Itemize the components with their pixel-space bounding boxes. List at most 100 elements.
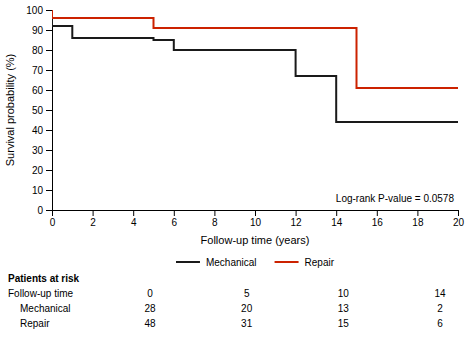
- survival-line: [52, 10, 458, 88]
- y-tick-label: 50: [32, 105, 44, 116]
- x-tick-label: 2: [90, 217, 96, 228]
- table-cell: 14: [434, 288, 446, 299]
- table-cell: 10: [338, 288, 350, 299]
- plot: 0 2 4 6 8 10 12 14 16 18 20 0 10 20 30 40 50 60 70 80 90 100 L…: [26, 5, 464, 228]
- chart: 024681012141618200102030405060708090100L…: [0, 0, 474, 352]
- x-tick: 6: [172, 210, 178, 228]
- survival-line: [52, 10, 458, 122]
- y-tick-mark: [46, 30, 52, 31]
- table-cell: 6: [437, 318, 443, 329]
- x-tick-mark: [174, 210, 175, 216]
- table-cell: 15: [338, 318, 350, 329]
- y-tick: 10: [32, 185, 52, 196]
- y-tick-label: 20: [32, 165, 44, 176]
- x-tick-mark: [133, 210, 134, 216]
- legend-swatch: [275, 261, 299, 263]
- x-tick-label: 12: [291, 217, 303, 228]
- table-cell: 31: [241, 318, 253, 329]
- x-axis-title: Follow-up time (years): [201, 234, 310, 246]
- legend: Mechanical Repair: [176, 257, 335, 268]
- x-tick-mark: [93, 210, 94, 216]
- table-cell: 13: [338, 303, 350, 314]
- table-row-label: Repair: [20, 318, 50, 329]
- y-tick: 0: [37, 205, 52, 216]
- y-tick: 100: [26, 5, 52, 16]
- y-tick-mark: [46, 210, 52, 211]
- y-tick-mark: [46, 90, 52, 91]
- x-tick-label: 6: [172, 217, 178, 228]
- x-tick: 18: [412, 210, 424, 228]
- x-tick-label: 8: [212, 217, 218, 228]
- series-group: [52, 10, 458, 122]
- x-tick-mark: [377, 210, 378, 216]
- x-tick-label: 18: [412, 217, 424, 228]
- y-tick-mark: [46, 170, 52, 171]
- x-axis: 0 2 4 6 8 10 12 14 16 18 20: [50, 210, 465, 228]
- x-tick: 8: [212, 210, 218, 228]
- x-tick-mark: [336, 210, 337, 216]
- table-cell: 20: [241, 303, 253, 314]
- y-tick-mark: [46, 110, 52, 111]
- table-title: Patients at risk: [8, 273, 80, 284]
- x-axis-line: [53, 211, 459, 217]
- legend-label: Mechanical: [206, 257, 257, 268]
- y-axis-line: [46, 11, 53, 211]
- x-tick-label: 14: [331, 217, 343, 228]
- table-cell: 2: [437, 303, 443, 314]
- x-tick-mark: [458, 210, 459, 216]
- y-tick-mark: [46, 70, 52, 71]
- legend-item: Mechanical: [176, 257, 257, 268]
- x-tick: 4: [131, 210, 137, 228]
- y-tick-mark: [46, 50, 52, 51]
- x-tick-mark: [255, 210, 256, 216]
- y-tick-label: 70: [32, 65, 44, 76]
- y-tick-label: 40: [32, 125, 44, 136]
- x-tick-label: 10: [250, 217, 262, 228]
- y-tick: 30: [32, 145, 52, 156]
- x-tick: 0: [50, 210, 56, 228]
- x-tick: 14: [331, 210, 343, 228]
- y-tick: 20: [32, 165, 52, 176]
- y-tick-label: 10: [32, 185, 44, 196]
- y-axis: 0 10 20 30 40 50 60 70 80 90 100: [26, 5, 52, 216]
- y-tick: 90: [32, 25, 52, 36]
- table-cell: 5: [244, 288, 250, 299]
- y-tick: 60: [32, 85, 52, 96]
- risk-table: Patients at risk Follow-up time 0 5 10 14 Mech…: [8, 273, 446, 329]
- x-tick: 12: [291, 210, 303, 228]
- x-tick: 20: [453, 210, 465, 228]
- legend-item: Repair: [275, 257, 335, 268]
- y-tick-label: 30: [32, 145, 44, 156]
- x-tick-mark: [296, 210, 297, 216]
- y-tick-label: 0: [37, 205, 43, 216]
- table-cell: 0: [147, 288, 153, 299]
- x-tick: 16: [372, 210, 384, 228]
- y-tick-mark: [46, 150, 52, 151]
- x-tick-mark: [417, 210, 418, 216]
- y-tick: 70: [32, 65, 52, 76]
- x-tick: 2: [90, 210, 96, 228]
- y-tick: 80: [32, 45, 52, 56]
- x-tick-label: 16: [372, 217, 384, 228]
- annotation: Log-rank P-value = 0.0578: [336, 193, 455, 204]
- y-tick-label: 80: [32, 45, 44, 56]
- y-tick-label: 100: [26, 5, 43, 16]
- table-row-label: Mechanical: [20, 303, 71, 314]
- x-tick-label: 4: [131, 217, 137, 228]
- y-tick-mark: [46, 130, 52, 131]
- y-tick-mark: [46, 10, 52, 11]
- y-tick-label: 90: [32, 25, 44, 36]
- x-tick: 10: [250, 210, 262, 228]
- legend-swatch: [176, 261, 200, 263]
- x-tick-label: 20: [453, 217, 465, 228]
- x-tick-label: 0: [50, 217, 56, 228]
- table-cell: 28: [144, 303, 156, 314]
- y-tick: 50: [32, 105, 52, 116]
- y-tick-mark: [46, 190, 52, 191]
- legend-label: Repair: [305, 257, 335, 268]
- x-tick-mark: [214, 210, 215, 216]
- table-row-label: Follow-up time: [8, 288, 73, 299]
- y-axis-title: Survival probability (%): [4, 54, 16, 166]
- table-cell: 48: [144, 318, 156, 329]
- y-tick-label: 60: [32, 85, 44, 96]
